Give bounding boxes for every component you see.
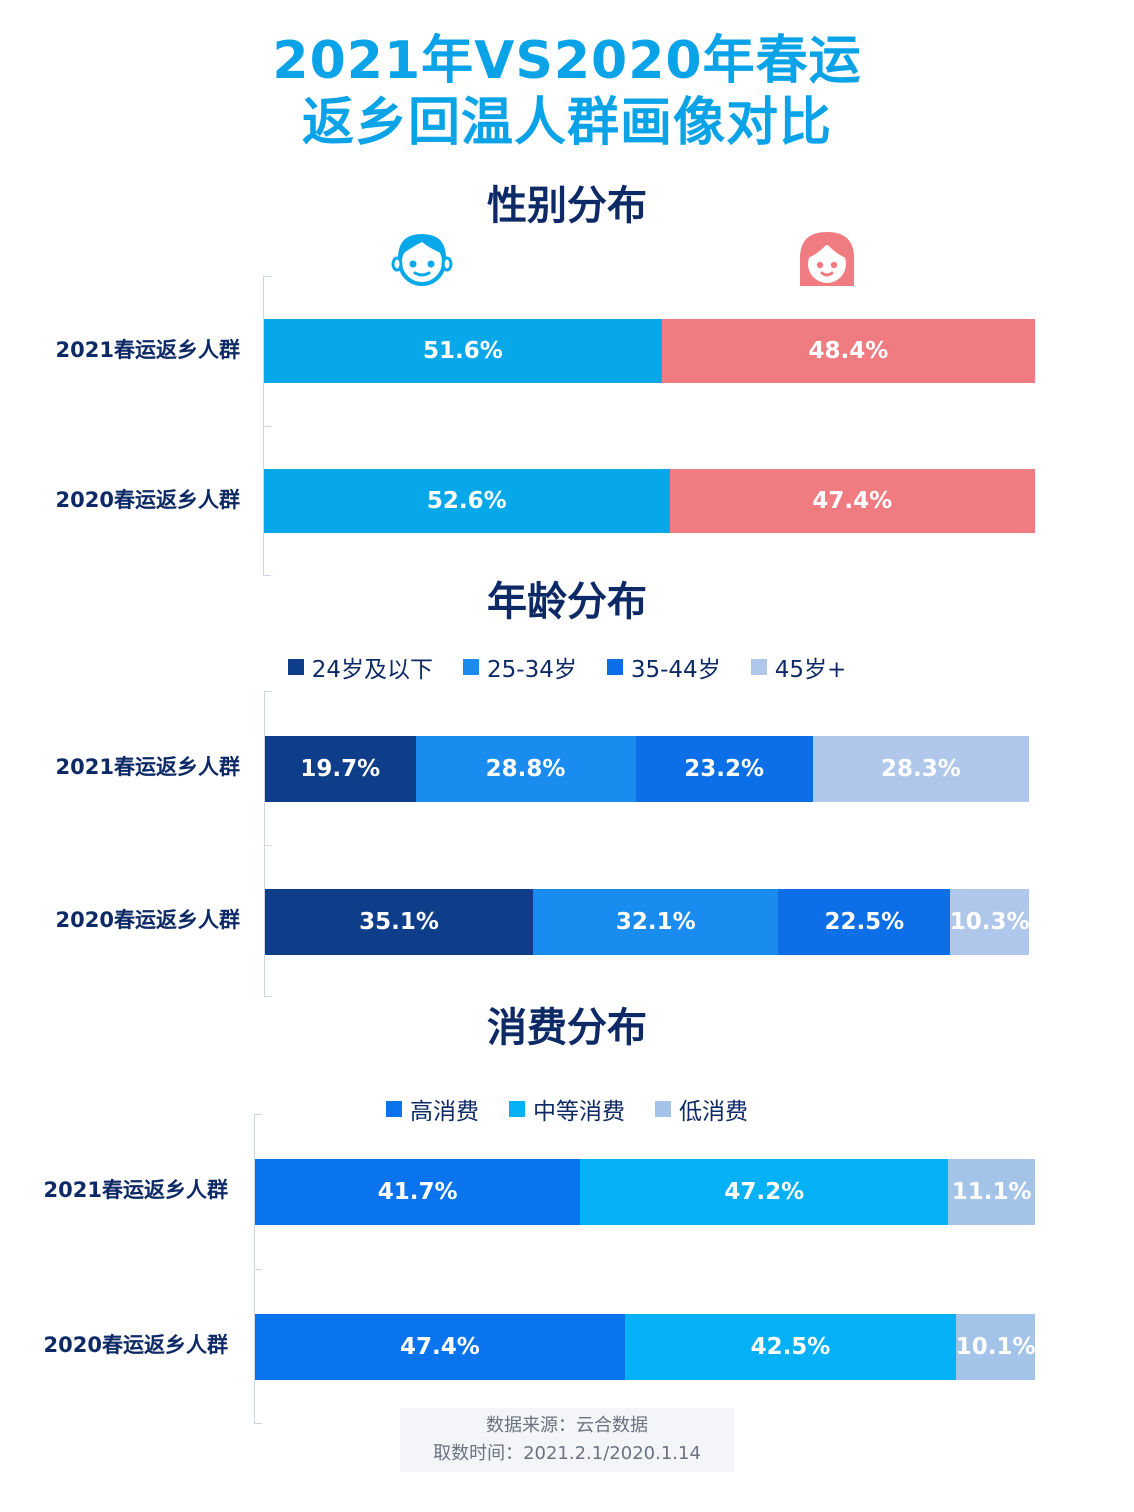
gender-bar-2020: 52.6% 47.4% [264, 469, 1035, 533]
bar-value-label: 52.6% [426, 488, 507, 514]
bar-segment-高消费: 41.7% [255, 1159, 581, 1225]
consumption-axis-tick [254, 1269, 262, 1270]
bar-segment-series-0: 52.6% [264, 469, 670, 533]
bar-segment-中等消费: 42.5% [624, 1314, 957, 1380]
bar-value-label: 51.6% [423, 338, 503, 364]
gender-axis-tick [263, 426, 271, 427]
title-line-2: 返乡回温人群画像对比 [301, 93, 832, 153]
gender-row-label-2020: 2020春运返乡人群 [55, 488, 240, 512]
age-section-title: 年龄分布 [487, 579, 647, 625]
consumption-legend: 高消费 中等消费 低消费 [0, 1092, 1134, 1126]
girl-face-icon [800, 232, 854, 286]
age-row-label-2021: 2021春运返乡人群 [55, 755, 240, 779]
data-date-text: 取数时间：2021.2.1/2020.1.14 [433, 1443, 701, 1464]
legend-swatch [287, 659, 304, 675]
bar-value-label: 32.1% [615, 909, 696, 935]
bar-segment-高消费: 47.4% [255, 1314, 625, 1380]
bar-value-label: 42.5% [750, 1334, 831, 1360]
bar-segment-series-1: 47.4% [669, 469, 1035, 533]
bar-value-label: 47.4% [399, 1334, 480, 1360]
legend-swatch [750, 659, 767, 675]
legend-label: 25-34岁 [487, 657, 577, 683]
legend-label: 高消费 [410, 1099, 479, 1125]
gender-axis-tick [263, 276, 271, 277]
bar-segment-24岁及以下: 35.1% [265, 889, 534, 955]
bar-segment-25-34岁: 28.8% [415, 736, 636, 802]
legend-label: 24岁及以下 [311, 657, 434, 683]
legend-swatch [606, 659, 623, 675]
bar-segment-25-34岁: 32.1% [533, 889, 779, 955]
age-axis-tick [264, 845, 272, 846]
data-source-text: 数据来源：云合数据 [486, 1415, 648, 1436]
consumption-bar-2021: 41.7% 47.2% 11.1% [255, 1159, 1035, 1225]
gender-bar-2021: 51.6% 48.4% [264, 319, 1035, 383]
legend-label: 35-44岁 [630, 657, 721, 683]
bar-segment-低消费: 10.1% [956, 1314, 1035, 1380]
legend-swatch [655, 1101, 671, 1117]
age-bar-2020: 35.1% 32.1% 22.5% 10.3% [265, 889, 1029, 955]
bar-segment-中等消费: 47.2% [580, 1159, 949, 1225]
bar-value-label: 10.3% [949, 909, 1029, 935]
bar-segment-series-0: 51.6% [264, 319, 662, 383]
bar-value-label: 35.1% [359, 909, 439, 935]
age-bar-2021: 19.7% 28.8% 23.2% 28.3% [265, 736, 1029, 802]
bar-segment-低消费: 11.1% [948, 1159, 1035, 1225]
legend-label: 中等消费 [533, 1099, 625, 1125]
title-line-1: 2021年VS2020年春运 [272, 31, 862, 91]
bar-segment-series-1: 48.4% [661, 319, 1035, 383]
consumption-axis-tick [254, 1114, 262, 1115]
legend-item: 35-44岁 [606, 650, 721, 684]
bar-value-label: 10.1% [955, 1334, 1035, 1360]
gender-row-label-2021: 2021春运返乡人群 [55, 338, 240, 362]
bar-value-label: 28.3% [880, 756, 961, 782]
bar-value-label: 11.1% [951, 1179, 1032, 1205]
age-legend: 24岁及以下 25-34岁 35-44岁 45岁+ [0, 650, 1134, 684]
bar-segment-45岁+: 28.3% [812, 736, 1029, 802]
consumption-row-label-2021: 2021春运返乡人群 [43, 1178, 228, 1202]
legend-item: 低消费 [655, 1092, 748, 1126]
legend-item: 中等消费 [509, 1092, 625, 1126]
bar-value-label: 22.5% [824, 909, 905, 935]
legend-swatch [463, 659, 480, 675]
legend-swatch [509, 1101, 525, 1117]
gender-section-title: 性别分布 [487, 183, 647, 229]
legend-swatch [386, 1101, 402, 1117]
age-axis-tick [264, 996, 272, 997]
consumption-section-title: 消费分布 [487, 1005, 647, 1051]
consumption-row-label-2020: 2020春运返乡人群 [43, 1333, 228, 1357]
age-axis-tick [264, 691, 272, 692]
bar-segment-24岁及以下: 19.7% [265, 736, 416, 802]
bar-segment-35-44岁: 23.2% [635, 736, 813, 802]
legend-item: 25-34岁 [463, 650, 577, 684]
legend-label: 45岁+ [774, 657, 847, 683]
data-source-note: 数据来源：云合数据 取数时间：2021.2.1/2020.1.14 [400, 1408, 734, 1472]
bar-value-label: 47.2% [724, 1179, 805, 1205]
bar-segment-35-44岁: 22.5% [778, 889, 951, 955]
age-axis [264, 691, 265, 997]
bar-value-label: 19.7% [300, 756, 381, 782]
bar-value-label: 23.2% [684, 756, 765, 782]
legend-item: 45岁+ [750, 650, 847, 684]
bar-value-label: 47.4% [812, 488, 893, 514]
age-row-label-2020: 2020春运返乡人群 [55, 908, 240, 932]
bar-value-label: 41.7% [377, 1179, 458, 1205]
consumption-axis-tick [254, 1423, 262, 1424]
bar-segment-45岁+: 10.3% [950, 889, 1029, 955]
consumption-bar-2020: 47.4% 42.5% 10.1% [255, 1314, 1035, 1380]
legend-item: 24岁及以下 [287, 650, 434, 684]
legend-item: 高消费 [386, 1092, 479, 1126]
bar-value-label: 28.8% [485, 756, 566, 782]
bar-value-label: 48.4% [808, 338, 889, 364]
legend-label: 低消费 [679, 1099, 748, 1125]
gender-axis-tick [263, 575, 271, 576]
boy-face-icon [391, 234, 453, 286]
